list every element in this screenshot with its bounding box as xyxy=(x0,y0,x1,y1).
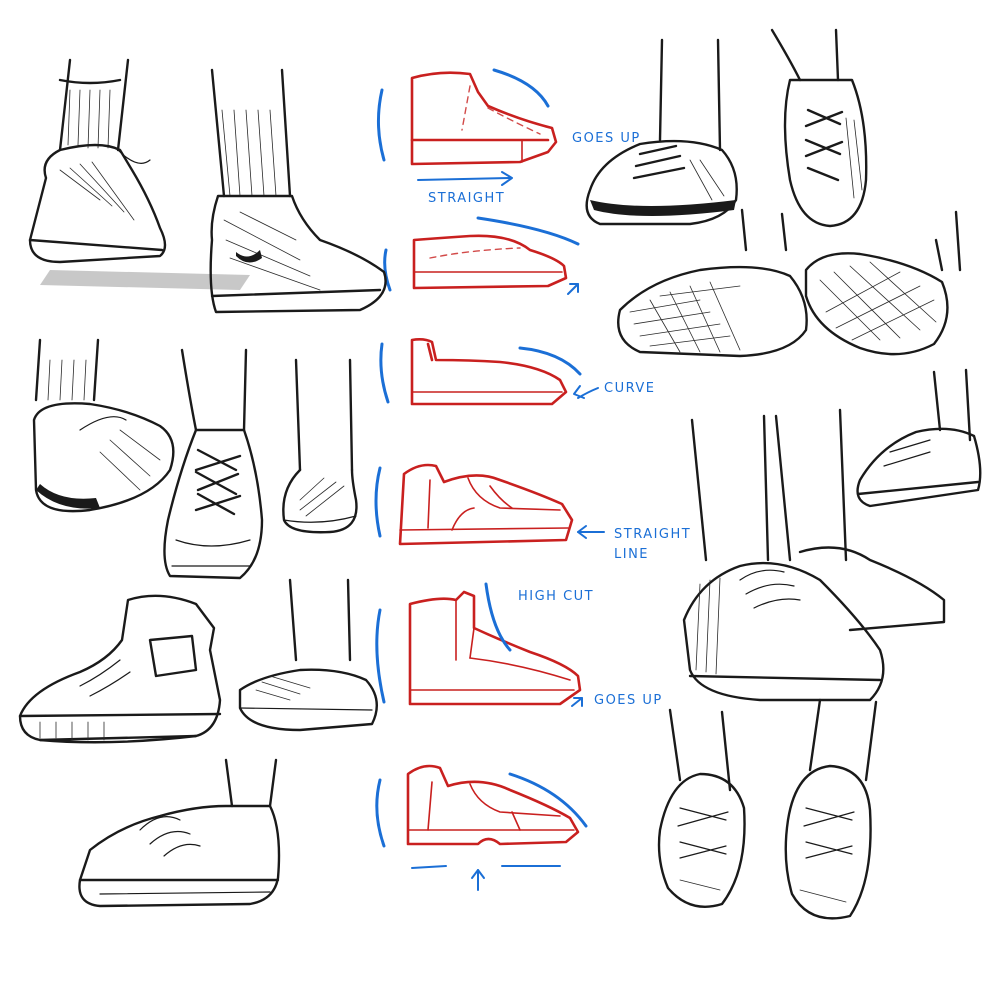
note-goes-up-1: GOES UP xyxy=(572,131,641,146)
construction-shoe-high-cut: HIGH CUT GOES UP xyxy=(375,582,663,708)
note-straight: STRAIGHT xyxy=(428,191,505,206)
ink-sketch-low-slip-on xyxy=(238,578,378,732)
ink-sketch-raised-heel xyxy=(32,338,175,513)
ink-sketch-floating-low xyxy=(856,368,982,508)
ink-sketch-sole-up-right xyxy=(804,210,962,356)
ink-sketch-heel-back xyxy=(282,358,358,534)
note-curve: CURVE xyxy=(604,381,656,396)
ink-sketch-front-pair xyxy=(657,698,878,920)
ink-sketch-strap-high-top xyxy=(18,594,222,744)
ink-sketch-laced-front xyxy=(163,348,264,580)
ink-sketch-high-top-left xyxy=(28,58,250,290)
ink-sketch-low-lace-step xyxy=(585,38,738,226)
construction-shoe-runner xyxy=(375,764,588,891)
construction-shoe-high-top: STRAIGHT GOES UP xyxy=(376,68,641,206)
ink-sketch-sock-runner xyxy=(209,68,387,314)
ink-sketch-sole-up-left xyxy=(617,208,808,358)
ink-sketch-top-down-lace xyxy=(770,28,868,228)
construction-shoe-curved-toe: CURVE xyxy=(379,338,656,406)
note-straight-line-2: LINE xyxy=(614,547,649,562)
note-high-cut: HIGH CUT xyxy=(518,589,594,604)
ink-sketch-air-force xyxy=(78,758,281,908)
ink-sketch-side-pair xyxy=(682,408,946,702)
construction-shoe-low-slip xyxy=(383,216,580,295)
construction-shoe-panelled: STRAIGHT LINE xyxy=(374,463,691,562)
note-goes-up-2: GOES UP xyxy=(594,693,663,708)
note-straight-line-1: STRAIGHT xyxy=(614,527,691,542)
